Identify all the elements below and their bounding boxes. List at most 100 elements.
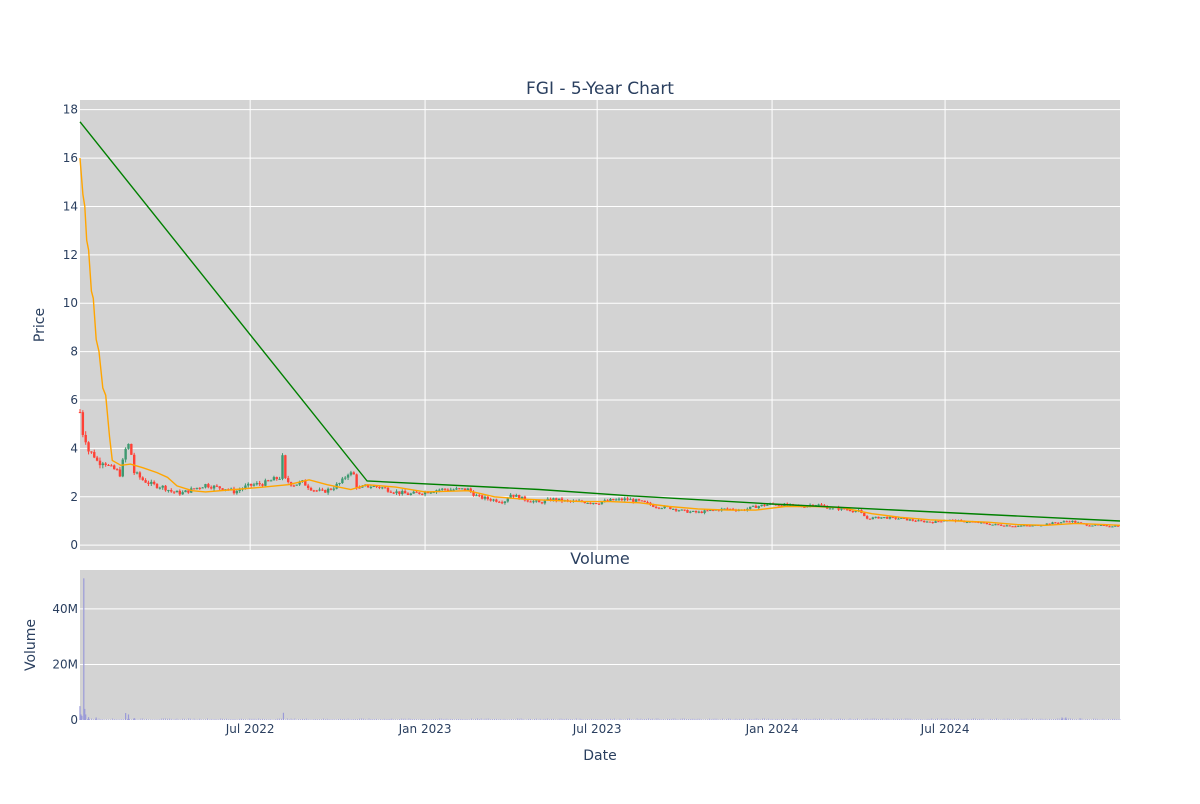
volume-bar: [1051, 719, 1052, 720]
volume-bar: [1101, 719, 1102, 720]
volume-bar: [106, 719, 107, 720]
volume-bar: [374, 719, 375, 720]
volume-bar: [880, 719, 881, 720]
volume-bar: [1112, 719, 1113, 720]
volume-bar: [559, 719, 560, 720]
volume-bar: [745, 719, 746, 720]
volume-bar: [815, 719, 816, 720]
volume-bar: [300, 719, 301, 720]
candle-body: [281, 455, 283, 479]
volume-bar: [954, 719, 955, 720]
volume-y-tick-label: 40M: [52, 602, 78, 616]
candle-body: [150, 482, 152, 484]
volume-bar: [439, 718, 440, 720]
candle-body: [1020, 526, 1022, 527]
volume-bar: [882, 719, 883, 720]
price-y-axis-title: Price: [32, 308, 48, 342]
candle-body: [703, 510, 705, 513]
candle-body: [658, 508, 660, 509]
volume-bar: [1036, 719, 1037, 720]
volume-bar: [1053, 719, 1054, 720]
volume-bar: [386, 719, 387, 720]
volume-bar: [424, 719, 425, 720]
volume-bar: [458, 719, 459, 720]
volume-bar: [699, 719, 700, 720]
volume-bar: [443, 719, 444, 720]
volume-bar: [741, 719, 742, 720]
volume-bar: [817, 719, 818, 720]
candle-body: [589, 503, 591, 504]
candle-body: [1071, 521, 1073, 522]
volume-bar: [813, 719, 814, 720]
candle-body: [678, 510, 680, 511]
candle-body: [162, 486, 164, 488]
candle-body: [142, 477, 144, 480]
volume-bar: [270, 719, 271, 720]
volume-bar: [344, 719, 345, 720]
volume-bar: [922, 719, 923, 720]
candle-body: [355, 474, 357, 487]
volume-bar: [844, 719, 845, 720]
volume-bar: [595, 719, 596, 720]
volume-bar: [680, 719, 681, 720]
candle-body: [173, 492, 175, 493]
candle-body: [986, 523, 988, 524]
volume-bar: [726, 719, 727, 720]
volume-bar: [526, 719, 527, 720]
volume-bar: [116, 719, 117, 720]
volume-bar: [390, 719, 391, 720]
candle-body: [501, 502, 503, 503]
volume-bar: [422, 719, 423, 720]
volume-bar: [808, 719, 809, 720]
chart-title: FGI - 5-Year Chart: [526, 79, 674, 99]
volume-bar: [583, 719, 584, 720]
volume-bar: [658, 719, 659, 720]
volume-bar: [1019, 719, 1020, 720]
candle-body: [313, 490, 315, 491]
volume-bar: [148, 719, 149, 720]
volume-bar: [289, 719, 290, 720]
volume-bar: [663, 719, 664, 720]
volume-bar: [1072, 719, 1073, 720]
volume-bar: [266, 719, 267, 720]
price-y-tick-label: 6: [70, 393, 78, 407]
volume-bar: [302, 719, 303, 720]
volume-bar: [661, 719, 662, 720]
volume-bar: [819, 719, 820, 720]
candle-body: [484, 497, 486, 499]
candle-body: [1066, 521, 1068, 522]
volume-bar: [941, 719, 942, 720]
volume-bar: [460, 719, 461, 720]
volume-bar: [165, 718, 166, 720]
volume-bar: [549, 719, 550, 720]
candle-body: [370, 487, 372, 488]
volume-bar: [958, 719, 959, 720]
volume-bar: [490, 719, 491, 720]
volume-bar: [283, 713, 284, 720]
volume-bar: [184, 719, 185, 720]
volume-bar: [872, 719, 873, 720]
volume-bar: [998, 719, 999, 720]
volume-bar: [178, 719, 179, 720]
candle-body: [966, 522, 968, 523]
candle-body: [455, 488, 457, 489]
candle-body: [1108, 526, 1110, 527]
volume-bar: [521, 718, 522, 720]
volume-bar: [580, 719, 581, 720]
volume-bar: [437, 719, 438, 720]
candle-body: [401, 491, 403, 494]
volume-bar: [1013, 719, 1014, 720]
candle-body: [133, 455, 135, 473]
candle-body: [1006, 525, 1008, 526]
candle-body: [692, 511, 694, 512]
volume-bar: [781, 719, 782, 720]
volume-bar: [125, 713, 126, 720]
volume-bar: [718, 719, 719, 720]
candle-body: [909, 519, 911, 520]
volume-bar: [751, 719, 752, 720]
volume-bar: [918, 719, 919, 720]
volume-bar: [502, 719, 503, 720]
volume-bar: [393, 719, 394, 720]
volume-y-tick-label: 0: [70, 713, 78, 727]
volume-bar: [901, 719, 902, 720]
